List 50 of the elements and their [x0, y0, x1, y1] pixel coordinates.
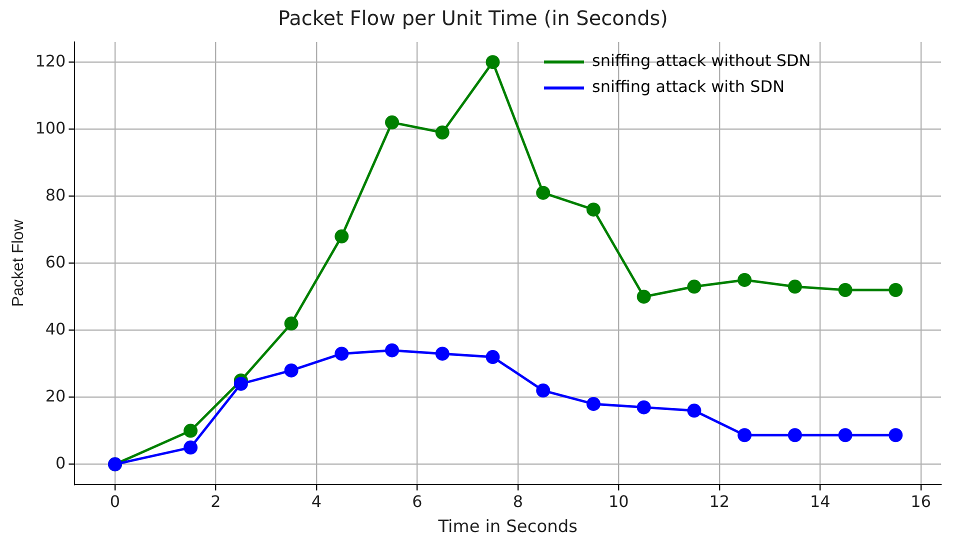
point — [536, 384, 550, 398]
point — [486, 350, 500, 364]
point — [788, 428, 802, 442]
point — [888, 283, 903, 298]
point — [486, 55, 500, 70]
x-tick-label: 10 — [608, 492, 629, 512]
chart-title: Packet Flow per Unit Time (in Seconds) — [278, 6, 668, 30]
point — [435, 125, 450, 140]
legend-label: sniffing attack without SDN — [592, 51, 811, 70]
point — [184, 440, 198, 455]
x-tick-label: 14 — [810, 492, 830, 512]
y-tick-label: 20 — [45, 386, 66, 406]
x-tick-label: 6 — [412, 492, 422, 512]
x-tick-label: 8 — [512, 492, 524, 512]
point — [586, 396, 600, 411]
point — [385, 115, 400, 130]
point — [636, 290, 651, 304]
point — [636, 400, 651, 414]
point — [888, 428, 903, 442]
point — [334, 346, 349, 361]
point — [234, 376, 248, 391]
y-tick-label: 80 — [45, 185, 66, 204]
point — [284, 363, 298, 378]
x-tick-label: 4 — [311, 492, 322, 512]
point — [687, 404, 702, 418]
point — [435, 346, 450, 361]
point — [738, 428, 752, 442]
point — [536, 186, 550, 200]
y-tick-label: 40 — [45, 319, 66, 338]
legend-label: sniffing attack with SDN — [592, 77, 785, 96]
point — [284, 316, 298, 331]
point — [687, 280, 702, 294]
point — [838, 283, 852, 298]
point — [738, 272, 752, 287]
y-tick-label: 60 — [45, 252, 66, 272]
y-tick-label: 0 — [56, 453, 66, 472]
point — [838, 428, 852, 442]
point — [586, 202, 600, 217]
x-tick-label: 12 — [709, 492, 730, 512]
point — [385, 343, 400, 358]
x-tick-label: 2 — [210, 492, 221, 512]
y-tick-label: 100 — [35, 118, 66, 138]
point — [184, 424, 198, 438]
point — [334, 229, 349, 244]
point — [788, 280, 802, 294]
x-tick-label: 16 — [910, 492, 932, 512]
y-axis-title: Packet Flow — [10, 219, 28, 307]
x-tick-label: 0 — [110, 492, 120, 512]
x-axis-title: Time in Seconds — [437, 517, 578, 538]
y-tick-label: 120 — [35, 51, 66, 70]
